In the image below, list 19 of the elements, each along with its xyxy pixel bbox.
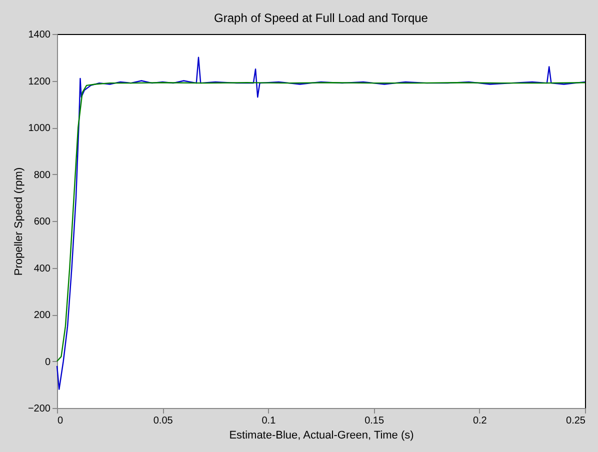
- x-tick-label: 0.05: [153, 416, 174, 426]
- y-tick-label: 1200: [28, 76, 51, 88]
- line-series: [56, 82, 586, 362]
- y-tick-label: 0: [44, 356, 51, 368]
- x-tick-label: 0.15: [364, 416, 384, 426]
- x-axis-title: Estimate-Blue, Actual-Green, Time (s): [229, 430, 414, 442]
- y-tick-label: 1400: [28, 30, 51, 40]
- y-tick-label: 1000: [28, 123, 51, 134]
- chart-title: Graph of Speed at Full Load and Torque: [214, 11, 428, 25]
- x-tick-label: 0.25: [566, 416, 586, 426]
- x-tick-label: 0.1: [262, 416, 276, 426]
- x-tick-label: 0: [58, 416, 64, 426]
- x-tick-label: 0.2: [472, 416, 488, 426]
- y-tick-label: 600: [34, 216, 51, 228]
- y-tick-label: 400: [34, 263, 51, 274]
- y-tick-label: 800: [34, 170, 51, 181]
- y-axis-title: Propeller Speed (rpm): [12, 167, 25, 276]
- y-tick-label: 200: [34, 310, 51, 321]
- y-tick-label: −200: [28, 404, 51, 414]
